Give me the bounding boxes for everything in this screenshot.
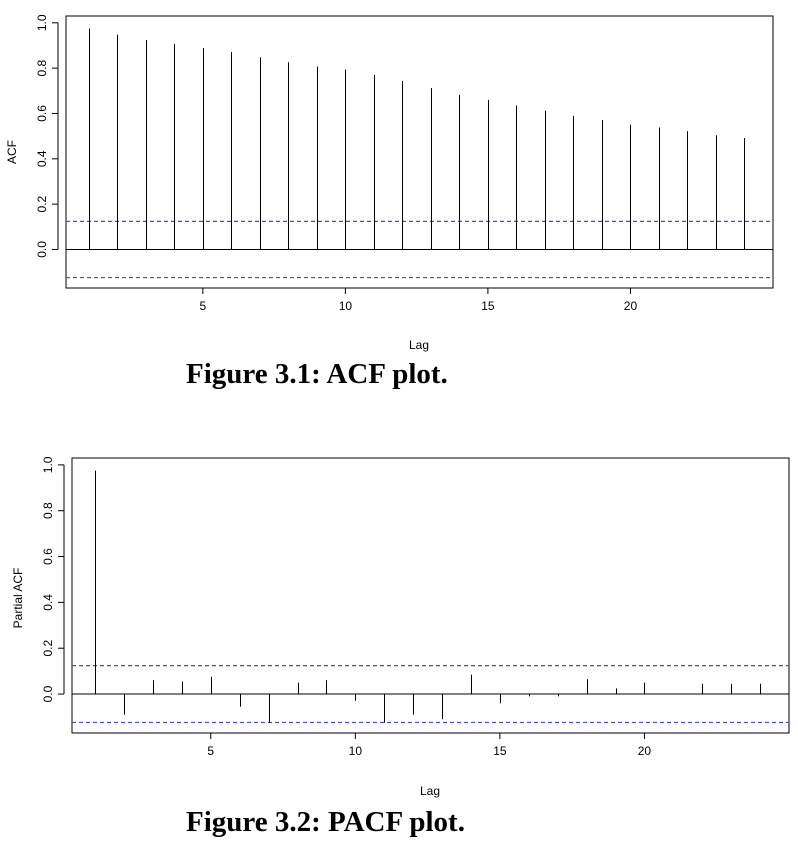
x-tick-label: 15 (481, 299, 495, 313)
x-tick-label: 15 (493, 744, 507, 758)
x-tick-label: 10 (349, 744, 363, 758)
x-axis: 5 10 15 20 (199, 287, 638, 313)
x-tick-label: 5 (207, 744, 214, 758)
confidence-bounds (66, 220, 773, 279)
pacf-chart-panel: 0.0 0.2 0.4 0.6 0.8 1.0 5 10 15 20 Partial ACF L… (0, 440, 798, 800)
y-tick-label: 0.8 (41, 502, 55, 519)
y-axis: 0.0 0.2 0.4 0.6 0.8 1.0 (41, 456, 65, 702)
pacf-chart: 0.0 0.2 0.4 0.6 0.8 1.0 5 10 15 20 Partial ACF L… (11, 456, 790, 798)
pacf-bars (95, 470, 761, 723)
y-tick-label: 0.8 (35, 59, 49, 76)
y-tick-label: 0.2 (41, 640, 55, 657)
x-tick-label: 20 (638, 744, 652, 758)
x-tick-label: 20 (624, 299, 638, 313)
acf-chart: 0.0 0.2 0.4 0.6 0.8 1.0 5 10 15 20 ACF Lag (5, 14, 774, 352)
plot-frame (71, 457, 790, 734)
y-axis-title: ACF (5, 140, 19, 164)
y-tick-label: 1.0 (35, 14, 49, 31)
y-tick-label: 0.0 (41, 685, 55, 702)
y-tick-label: 0.6 (41, 548, 55, 565)
y-axis-title: Partial ACF (11, 568, 25, 629)
y-tick-label: 0.0 (35, 241, 49, 258)
x-axis-title: Lag (409, 338, 429, 352)
x-axis: 5 10 15 20 (207, 732, 652, 758)
x-tick-label: 5 (199, 299, 206, 313)
y-tick-label: 0.6 (35, 105, 49, 122)
y-tick-label: 1.0 (41, 456, 55, 473)
confidence-bounds (72, 665, 789, 724)
acf-bars (89, 28, 745, 250)
acf-figure-caption: Figure 3.1: ACF plot. (186, 358, 448, 390)
plot-frame (65, 15, 774, 289)
acf-chart-panel: 0.0 0.2 0.4 0.6 0.8 1.0 5 10 15 20 ACF Lag (0, 0, 798, 355)
x-axis-title: Lag (420, 784, 440, 798)
pacf-figure-caption: Figure 3.2: PACF plot. (186, 806, 465, 838)
y-tick-label: 0.4 (35, 150, 49, 167)
y-tick-label: 0.4 (41, 594, 55, 611)
y-tick-label: 0.2 (35, 195, 49, 212)
y-axis: 0.0 0.2 0.4 0.6 0.8 1.0 (35, 14, 59, 258)
x-tick-label: 10 (339, 299, 353, 313)
